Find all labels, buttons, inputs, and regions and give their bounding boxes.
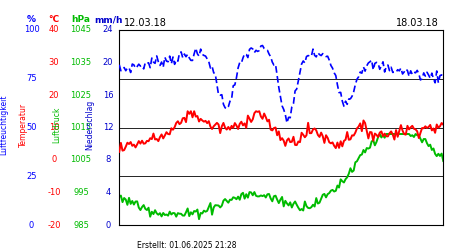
Text: -20: -20 [47,220,61,230]
Text: 1035: 1035 [71,58,91,67]
Text: 985: 985 [73,220,89,230]
Text: 4: 4 [105,188,111,197]
Text: 75: 75 [26,74,37,83]
Text: 20: 20 [103,58,113,67]
Text: Luftfeuchtigkeit: Luftfeuchtigkeit [0,95,8,155]
Text: 8: 8 [105,156,111,164]
Text: hPa: hPa [72,16,90,24]
Text: Niederschlag: Niederschlag [86,100,94,150]
Text: 100: 100 [24,26,40,35]
Text: 1005: 1005 [71,156,91,164]
Text: 1015: 1015 [71,123,91,132]
Text: 12.03.18: 12.03.18 [124,18,166,28]
Text: 50: 50 [26,123,37,132]
Text: Luftdruck: Luftdruck [52,107,61,143]
Text: 12: 12 [103,123,113,132]
Text: Temperatur: Temperatur [19,103,28,147]
Text: Erstellt: 01.06.2025 21:28: Erstellt: 01.06.2025 21:28 [137,240,237,250]
Text: 995: 995 [73,188,89,197]
Text: 0: 0 [105,220,111,230]
Text: %: % [27,16,36,24]
Text: 1025: 1025 [71,90,91,100]
Text: 30: 30 [49,58,59,67]
Text: 25: 25 [26,172,37,181]
Text: 16: 16 [103,90,113,100]
Text: 20: 20 [49,90,59,100]
Text: -10: -10 [47,188,61,197]
Text: 40: 40 [49,26,59,35]
Text: 10: 10 [49,123,59,132]
Text: 0: 0 [29,220,34,230]
Text: mm/h: mm/h [94,16,122,24]
Text: 24: 24 [103,26,113,35]
Text: 1045: 1045 [71,26,91,35]
Text: 0: 0 [51,156,57,164]
Text: 18.03.18: 18.03.18 [396,18,439,28]
Text: °C: °C [49,16,59,24]
